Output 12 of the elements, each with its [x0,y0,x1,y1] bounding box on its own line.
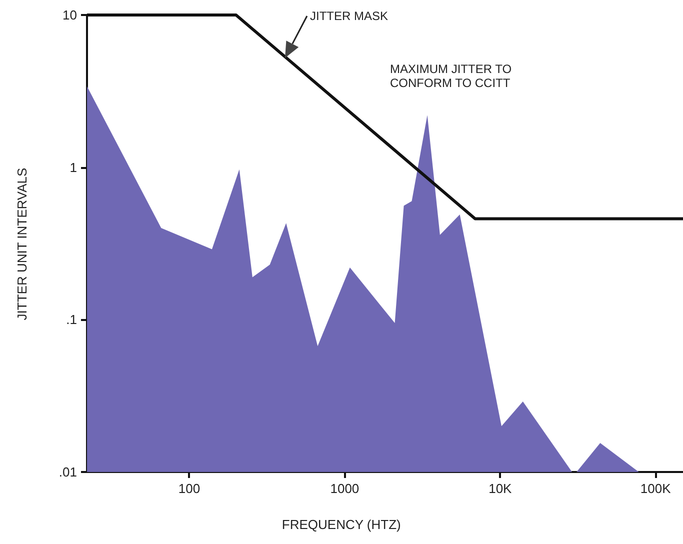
y-tick-label: .01 [58,464,77,480]
annotation: MAXIMUM JITTER TO CONFORM TO CCITT [390,62,512,90]
y-tick-label: .1 [66,312,77,328]
y-tick-label: 10 [62,8,77,22]
x-axis-title: FREQUENCY (HTZ) [282,517,401,532]
x-tick-label: 100K [640,481,672,496]
annotation: JITTER MASK [310,9,388,23]
y-axis-title: JITTER UNIT INTERVALS [14,167,30,320]
x-tick-label: 10K [488,481,512,496]
y-tick-label: 1 [70,160,77,175]
x-tick-label: 100 [178,481,200,496]
x-tick-label: 1000 [330,481,360,496]
